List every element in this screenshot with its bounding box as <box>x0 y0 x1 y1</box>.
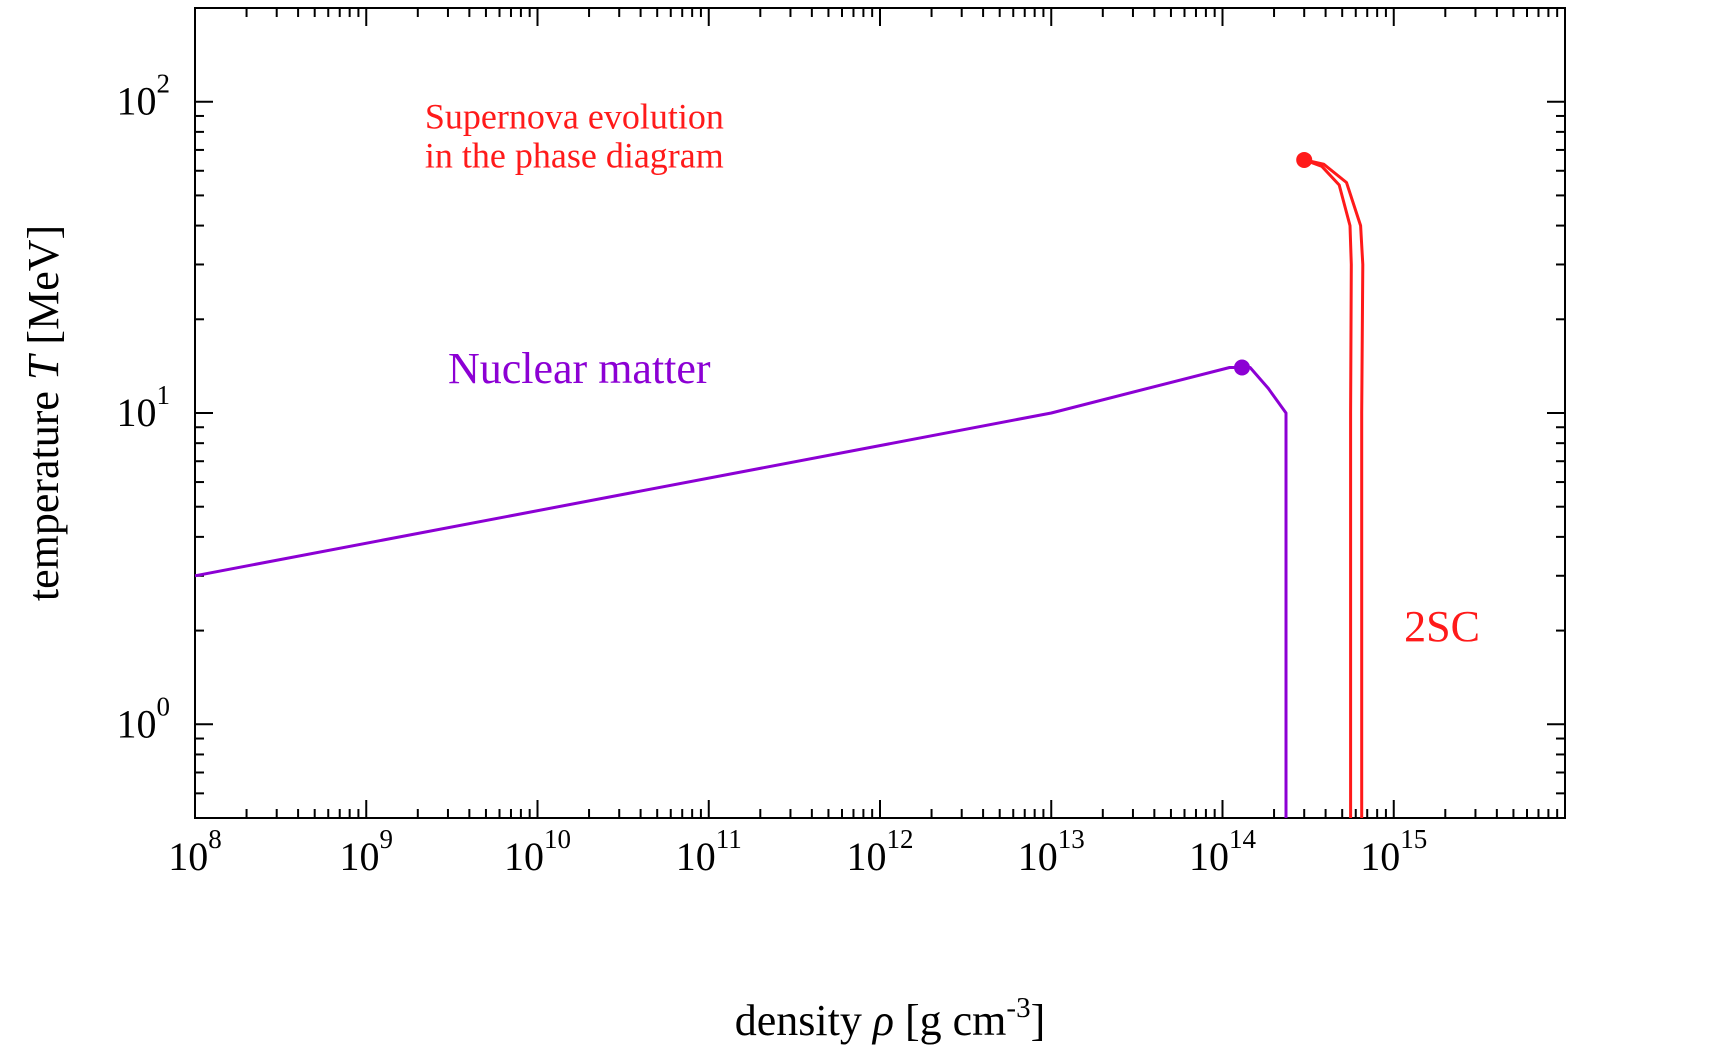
x-tick-label-base: 10 <box>340 834 380 879</box>
x-tick-label-base: 10 <box>168 834 208 879</box>
x-tick-label-base: 10 <box>1018 834 1058 879</box>
series-line-1 <box>1303 158 1353 818</box>
series-marker-0 <box>1234 359 1251 376</box>
x-axis-label-prefix: density <box>735 996 873 1045</box>
y-axis-label-unit: [MeV] <box>19 225 68 356</box>
series-line-2 <box>1303 158 1365 818</box>
annotation-0: Supernova evolution <box>425 97 724 137</box>
x-tick-label-3: 1011 <box>676 824 742 879</box>
series-line-0 <box>194 366 1288 818</box>
data-markers <box>1234 151 1313 376</box>
x-tick-label-exp: 15 <box>1400 824 1427 854</box>
x-tick-label-base: 10 <box>676 834 716 879</box>
x-tick-label-exp: 12 <box>887 824 914 854</box>
x-tick-label-7: 1015 <box>1360 824 1427 879</box>
x-axis-label-unit: [g cm <box>894 996 1006 1045</box>
x-tick-label-2: 1010 <box>504 824 571 879</box>
x-tick-label-base: 10 <box>504 834 544 879</box>
x-axis-label-symbol: ρ <box>871 996 894 1045</box>
x-axis-label-exponent: -3 <box>1006 992 1030 1024</box>
x-tick-label-5: 1013 <box>1018 824 1085 879</box>
x-tick-label-base: 10 <box>1189 834 1229 879</box>
x-tick-label-exp: 8 <box>208 824 222 854</box>
y-tick-label-1: 101 <box>117 380 171 435</box>
x-tick-label-6: 1014 <box>1189 824 1257 879</box>
x-tick-label-base: 10 <box>1360 834 1400 879</box>
annotation-3: 2SC <box>1404 602 1480 651</box>
axis-ticks <box>194 7 1565 819</box>
y-tick-label-exp: 1 <box>157 380 171 410</box>
y-axis-label: temperature T [MeV] <box>19 225 68 601</box>
annotation-2: Nuclear matter <box>448 344 711 393</box>
y-tick-label-exp: 2 <box>157 69 171 99</box>
y-tick-label-2: 102 <box>117 69 171 124</box>
y-tick-label-exp: 0 <box>157 691 171 721</box>
y-tick-label-base: 10 <box>117 701 157 746</box>
data-series <box>194 158 1365 818</box>
x-tick-label-0: 108 <box>168 824 222 879</box>
y-tick-label-0: 100 <box>117 691 171 746</box>
x-axis-label-close: ] <box>1031 996 1046 1045</box>
y-axis-label-prefix: temperature <box>19 380 68 601</box>
annotation-1: in the phase diagram <box>425 135 724 175</box>
x-tick-label-exp: 9 <box>380 824 394 854</box>
y-axis-label-symbol: T <box>19 352 68 380</box>
x-tick-label-1: 109 <box>340 824 394 879</box>
y-tick-label-base: 10 <box>117 79 157 124</box>
x-tick-label-exp: 10 <box>544 824 571 854</box>
series-marker-2 <box>1296 151 1313 168</box>
y-tick-label-base: 10 <box>117 390 157 435</box>
plot-frame <box>194 7 1566 819</box>
x-tick-label-exp: 11 <box>716 824 742 854</box>
x-tick-label-exp: 13 <box>1058 824 1085 854</box>
x-tick-label-exp: 14 <box>1229 824 1257 854</box>
x-tick-label-4: 1012 <box>847 824 914 879</box>
x-tick-label-base: 10 <box>847 834 887 879</box>
x-axis-label: density ρ [g cm-3] <box>735 992 1045 1045</box>
